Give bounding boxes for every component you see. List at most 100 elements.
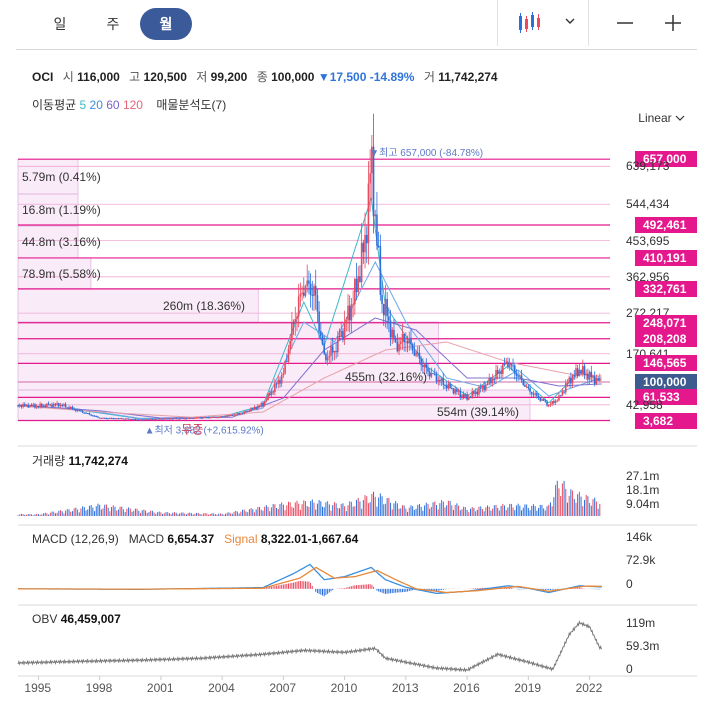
x-axis-label: 1995 <box>24 681 52 695</box>
zoom-in-button[interactable] <box>660 10 686 36</box>
open-label: 시 <box>62 70 74 84</box>
candle-body <box>86 413 89 415</box>
candle-body <box>333 350 336 353</box>
candle-body <box>272 391 274 393</box>
candle-body <box>18 405 21 407</box>
candle-body <box>469 396 472 398</box>
candle-body <box>337 335 339 353</box>
candle-body <box>410 337 412 345</box>
candle-body <box>335 350 337 353</box>
candle-body <box>464 394 467 397</box>
candle-body <box>98 417 101 419</box>
candle-body <box>313 285 315 296</box>
candle-body <box>44 405 47 407</box>
candle-body <box>479 387 482 389</box>
candle-body <box>289 340 291 350</box>
volume-value: 11,742,274 <box>438 70 498 84</box>
price-axis-label: 453,695 <box>626 233 670 248</box>
candle-body <box>270 391 273 396</box>
candle-body <box>109 417 111 419</box>
chart-type-button[interactable] <box>514 10 578 36</box>
open-value: 116,000 <box>77 70 120 84</box>
candle-body <box>522 380 525 385</box>
candle-body <box>354 278 356 305</box>
candle-body <box>34 404 36 408</box>
candle-body <box>430 373 433 377</box>
candle-body <box>136 419 138 421</box>
candle-body <box>175 418 178 420</box>
candle-body <box>597 378 599 381</box>
low-annotation: ▲최저 3,682 (+2,615.92%) <box>145 425 264 437</box>
volume-axis-label: 18.1m <box>626 483 660 497</box>
candle-body <box>127 418 130 420</box>
candle-body <box>204 417 206 419</box>
candle-body <box>592 376 594 378</box>
candlestick-icon <box>519 12 540 33</box>
candle-body <box>359 276 361 283</box>
candle-body <box>265 400 268 402</box>
candle-body <box>262 402 264 406</box>
candle-body <box>129 419 132 421</box>
candle-body <box>284 360 286 374</box>
candle-body <box>103 417 106 419</box>
x-axis-label: 2019 <box>514 681 542 695</box>
tab-month[interactable]: 월 <box>140 8 192 40</box>
candle-body <box>139 419 142 421</box>
candle-body <box>124 418 126 420</box>
candle-body <box>478 387 480 395</box>
candle-body <box>456 389 458 392</box>
candle-body <box>422 365 424 368</box>
candle-body <box>245 411 247 413</box>
candle-body <box>563 391 565 393</box>
macd-title: MACD (12,26,9) <box>32 532 119 546</box>
candle-body <box>524 384 526 387</box>
candle-body <box>180 418 183 420</box>
candle-body <box>25 404 28 406</box>
candle-body <box>500 371 502 374</box>
candle-body <box>568 377 570 383</box>
candle-body <box>576 368 579 377</box>
tab-day[interactable]: 일 <box>53 16 67 32</box>
header-divider <box>497 0 498 46</box>
candle-body <box>29 404 31 408</box>
candle-body <box>345 320 348 323</box>
candle-body <box>32 404 35 406</box>
obv-axis-label: 0 <box>626 662 633 676</box>
candle-body <box>393 329 395 339</box>
ma-label: 이동평균 <box>32 98 77 112</box>
candle-body <box>556 400 559 402</box>
obv-line <box>17 620 602 673</box>
ma5-line <box>17 197 602 420</box>
scale-mode-label: Linear <box>638 111 672 125</box>
tab-week[interactable]: 주 <box>106 16 120 32</box>
candle-body <box>498 371 501 374</box>
candle-body <box>405 341 407 343</box>
candle-body <box>325 353 327 361</box>
low-value: 99,200 <box>210 70 248 84</box>
volume-profile-label: 16.8m (1.19%) <box>22 203 101 217</box>
candle-body <box>52 403 55 407</box>
candle-body <box>250 408 252 412</box>
candle-body <box>224 416 227 418</box>
candle-body <box>311 294 314 296</box>
candle-body <box>132 418 135 420</box>
candle-body <box>263 401 266 406</box>
candle-body <box>598 378 601 381</box>
candle-body <box>515 373 518 376</box>
macd-axis-label: 146k <box>626 530 653 544</box>
candle-body <box>348 305 351 321</box>
scale-mode-button[interactable]: Linear <box>638 111 685 125</box>
candle-body <box>226 415 229 417</box>
candle-body <box>578 369 581 377</box>
candle-body <box>194 417 196 419</box>
candle-body <box>507 362 509 368</box>
candle-body <box>182 418 184 420</box>
candle-body <box>280 375 283 384</box>
candle-body <box>68 407 70 409</box>
candle-body <box>39 403 41 407</box>
moving-average-legend[interactable]: 이동평균 5 20 60 120 매물분석도(7) <box>32 96 226 113</box>
zoom-out-button[interactable] <box>612 10 638 36</box>
volume-profile-label[interactable]: 매물분석도(7) <box>156 98 227 112</box>
candle-body <box>314 285 317 296</box>
candle-body <box>321 335 324 345</box>
